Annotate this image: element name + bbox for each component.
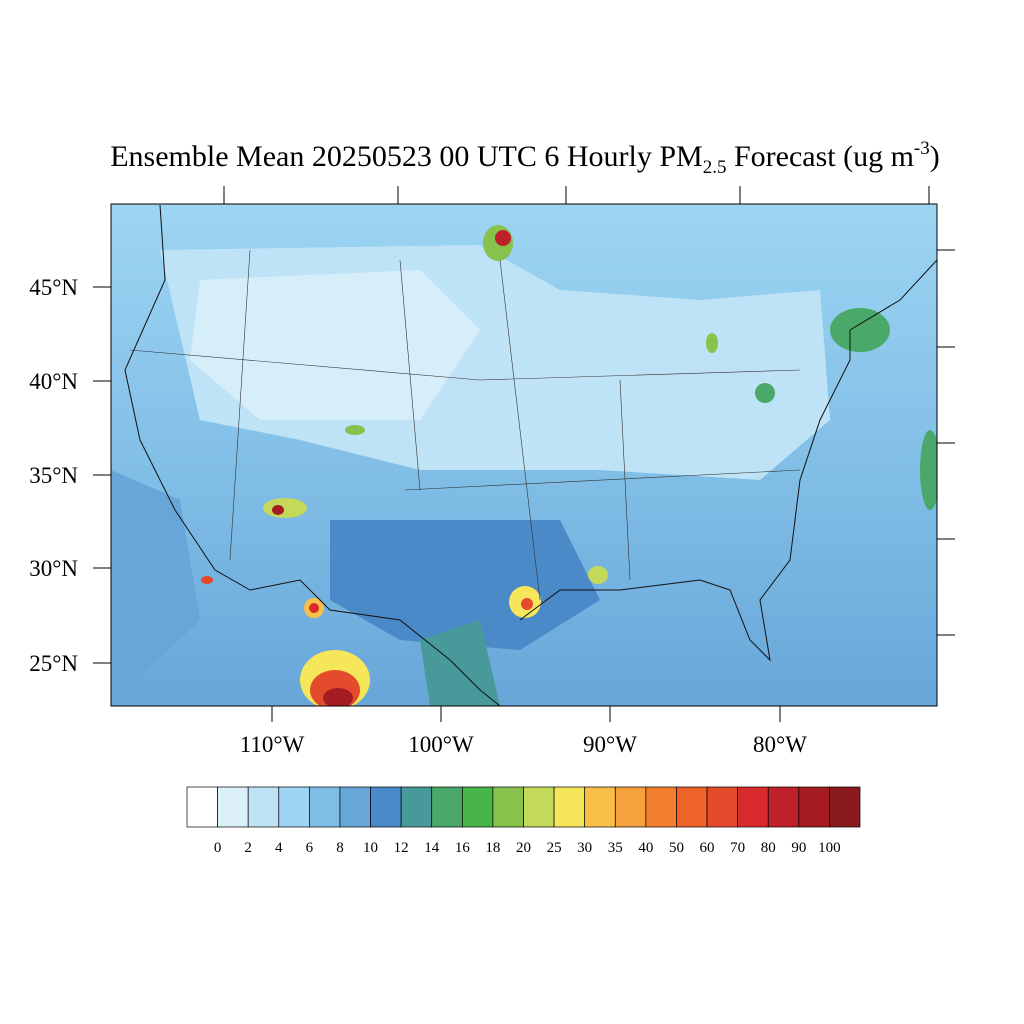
- colorbar-box: [492, 786, 524, 828]
- hotspot: [263, 498, 307, 518]
- lon-label: 80°W: [753, 732, 807, 757]
- colorbar: 0 2 4 6 8 10 12 14 16 18 20 25 30 35 40 50 60 70 80 90 100: [186, 786, 861, 856]
- hotspot: [309, 603, 319, 613]
- colorbar-box: [523, 786, 555, 828]
- colorbar-label: 8: [336, 840, 344, 856]
- colorbar-box: [614, 786, 647, 828]
- colorbar-box: [676, 786, 708, 828]
- hotspot: [755, 383, 775, 403]
- colorbar-label: 12: [394, 840, 409, 856]
- hotspot: [830, 308, 890, 352]
- colorbar-label: 20: [516, 840, 531, 856]
- colorbar-label: 30: [577, 840, 592, 856]
- colorbar-box: [461, 786, 494, 828]
- colorbar-box: [370, 786, 402, 828]
- hotspot: [495, 230, 511, 246]
- map-frame: [110, 203, 938, 707]
- colorbar-box: [553, 786, 586, 828]
- title: Ensemble Mean 20250523 00 UTC 6 Hourly P…: [110, 138, 940, 178]
- hotspot: [521, 598, 533, 610]
- colorbar-label: 10: [363, 840, 378, 856]
- axes: 45°N 40°N 35°N 30°N 25°N 110°W 100°W 90°W 80°W: [29, 186, 955, 757]
- title-end: ): [930, 140, 940, 173]
- map-field: [111, 204, 937, 706]
- field-dark: [330, 520, 600, 650]
- colorbar-label: 14: [424, 840, 440, 856]
- hotspot: [345, 425, 365, 435]
- colorbar-box: [584, 786, 616, 828]
- colorbar-label: 70: [730, 840, 745, 856]
- title-sub: 2.5: [703, 157, 727, 178]
- field-teal: [420, 620, 500, 706]
- colorbar-label: 40: [638, 840, 653, 856]
- lat-label: 25°N: [29, 651, 78, 676]
- colorbar-label: 35: [608, 840, 623, 856]
- lat-label: 30°N: [29, 556, 78, 581]
- colorbar-label: 80: [761, 840, 776, 856]
- coastline: [124, 204, 937, 706]
- colorbar-box: [706, 786, 738, 828]
- field-lighter: [190, 270, 480, 420]
- colorbar-box: [737, 786, 769, 828]
- state-borders: [129, 249, 801, 601]
- colorbar-box: [278, 786, 310, 828]
- colorbar-box: [798, 786, 830, 828]
- title-main: Ensemble Mean 20250523 00 UTC 6 Hourly P…: [110, 140, 702, 173]
- colorbar-label: 50: [669, 840, 684, 856]
- title-mid: Forecast (ug m: [726, 140, 913, 173]
- colorbar-label: 6: [306, 840, 314, 856]
- hotspot: [323, 688, 353, 706]
- colorbar-label: 25: [547, 840, 562, 856]
- hotspot: [588, 566, 608, 584]
- colorbar-label: 16: [455, 840, 471, 856]
- lon-label: 90°W: [583, 732, 637, 757]
- hotspot: [920, 430, 937, 510]
- colorbar-box: [767, 786, 800, 828]
- title-sup: -3: [914, 138, 930, 159]
- hotspot: [201, 576, 213, 584]
- lat-label: 45°N: [29, 275, 78, 300]
- colorbar-box: [217, 786, 249, 828]
- colorbar-label: 90: [791, 840, 806, 856]
- hotspot: [272, 505, 284, 515]
- colorbar-label: 18: [485, 840, 500, 856]
- colorbar-label: 0: [214, 840, 222, 856]
- colorbar-label: 4: [275, 840, 283, 856]
- colorbar-box: [186, 786, 218, 828]
- hotspot: [706, 333, 718, 353]
- colorbar-label: 2: [244, 840, 252, 856]
- colorbar-label: 100: [818, 840, 841, 856]
- colorbar-box: [829, 786, 861, 828]
- colorbar-box: [431, 786, 463, 828]
- colorbar-box: [339, 786, 371, 828]
- lon-label: 100°W: [408, 732, 474, 757]
- colorbar-box: [645, 786, 677, 828]
- field-west: [111, 470, 200, 706]
- lon-label: 110°W: [240, 732, 305, 757]
- colorbar-box: [400, 786, 433, 828]
- colorbar-label: 60: [700, 840, 715, 856]
- colorbar-box: [309, 786, 341, 828]
- lat-label: 35°N: [29, 463, 78, 488]
- lat-label: 40°N: [29, 369, 78, 394]
- colorbar-box: [247, 786, 280, 828]
